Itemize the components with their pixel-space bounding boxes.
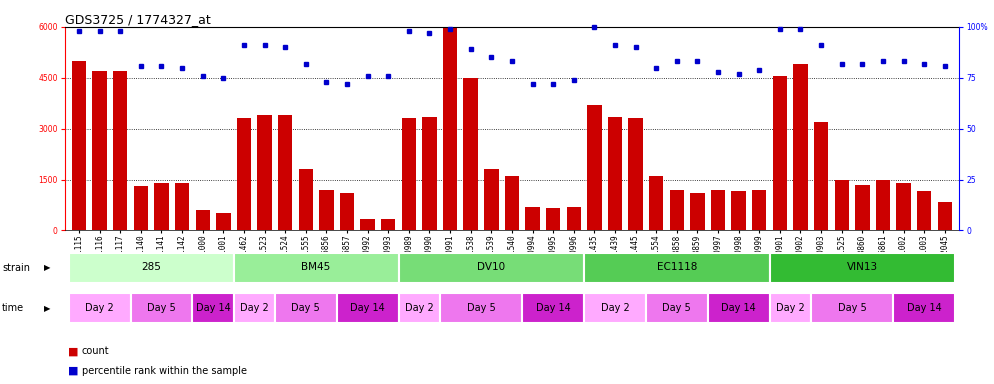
Bar — [399, 293, 439, 323]
Bar — [811, 293, 894, 323]
Bar — [381, 218, 396, 230]
Text: DV10: DV10 — [477, 262, 505, 272]
Text: time: time — [2, 303, 24, 313]
Bar — [113, 71, 127, 230]
Bar — [340, 193, 354, 230]
Bar — [876, 180, 891, 230]
Text: Day 14: Day 14 — [536, 303, 571, 313]
Text: EC1118: EC1118 — [657, 262, 697, 272]
Text: Day 5: Day 5 — [662, 303, 691, 313]
Bar — [361, 218, 375, 230]
Bar — [732, 191, 746, 230]
Bar — [443, 27, 457, 230]
Bar — [793, 64, 808, 230]
Bar — [897, 183, 911, 230]
Bar — [567, 207, 580, 230]
Bar — [587, 105, 601, 230]
Text: Day 5: Day 5 — [291, 303, 320, 313]
Bar — [133, 186, 148, 230]
Bar — [234, 253, 399, 283]
Bar — [216, 214, 231, 230]
Text: GDS3725 / 1774327_at: GDS3725 / 1774327_at — [65, 13, 211, 26]
Bar — [319, 190, 334, 230]
Bar — [814, 122, 828, 230]
Bar — [278, 115, 292, 230]
Bar — [484, 169, 499, 230]
Bar — [130, 293, 193, 323]
Bar — [92, 71, 107, 230]
Bar — [72, 61, 86, 230]
Bar — [584, 253, 769, 283]
Bar — [546, 209, 561, 230]
Bar — [855, 185, 870, 230]
Bar — [835, 180, 849, 230]
Text: Day 14: Day 14 — [907, 303, 941, 313]
Text: ■: ■ — [68, 346, 79, 356]
Bar — [522, 293, 584, 323]
Text: ▶: ▶ — [44, 304, 51, 313]
Bar — [772, 76, 787, 230]
Bar — [257, 115, 271, 230]
Bar — [234, 293, 275, 323]
Bar — [894, 293, 955, 323]
Text: Day 5: Day 5 — [838, 303, 867, 313]
Bar — [463, 78, 478, 230]
Text: Day 5: Day 5 — [147, 303, 176, 313]
Bar — [196, 210, 210, 230]
Bar — [439, 293, 522, 323]
Bar — [505, 176, 519, 230]
Text: 285: 285 — [141, 262, 161, 272]
Text: Day 2: Day 2 — [405, 303, 433, 313]
Text: VIN13: VIN13 — [847, 262, 878, 272]
Bar — [275, 293, 337, 323]
Bar — [690, 193, 705, 230]
Bar — [584, 293, 646, 323]
Text: Day 2: Day 2 — [240, 303, 268, 313]
Text: ▶: ▶ — [44, 263, 51, 272]
Text: count: count — [82, 346, 109, 356]
Text: percentile rank within the sample: percentile rank within the sample — [82, 366, 247, 376]
Bar — [337, 293, 399, 323]
Text: ■: ■ — [68, 366, 79, 376]
Bar — [422, 117, 436, 230]
Text: Day 14: Day 14 — [722, 303, 756, 313]
Bar — [69, 293, 130, 323]
Text: Day 5: Day 5 — [466, 303, 495, 313]
Bar — [193, 293, 234, 323]
Bar — [937, 202, 952, 230]
Bar — [175, 183, 189, 230]
Text: Day 2: Day 2 — [600, 303, 629, 313]
Bar — [525, 207, 540, 230]
Text: Day 14: Day 14 — [196, 303, 231, 313]
Bar — [402, 118, 416, 230]
Bar — [69, 253, 234, 283]
Bar — [399, 253, 584, 283]
Bar — [711, 190, 726, 230]
Bar — [752, 190, 766, 230]
Bar — [154, 183, 169, 230]
Bar — [769, 253, 955, 283]
Bar — [670, 190, 684, 230]
Bar — [298, 169, 313, 230]
Text: Day 2: Day 2 — [775, 303, 804, 313]
Bar — [646, 293, 708, 323]
Text: strain: strain — [2, 263, 30, 273]
Bar — [708, 293, 769, 323]
Bar — [237, 118, 251, 230]
Bar — [916, 191, 931, 230]
Text: Day 14: Day 14 — [350, 303, 385, 313]
Bar — [769, 293, 811, 323]
Text: Day 2: Day 2 — [85, 303, 114, 313]
Bar — [628, 118, 643, 230]
Bar — [649, 176, 663, 230]
Bar — [607, 117, 622, 230]
Text: BM45: BM45 — [301, 262, 331, 272]
